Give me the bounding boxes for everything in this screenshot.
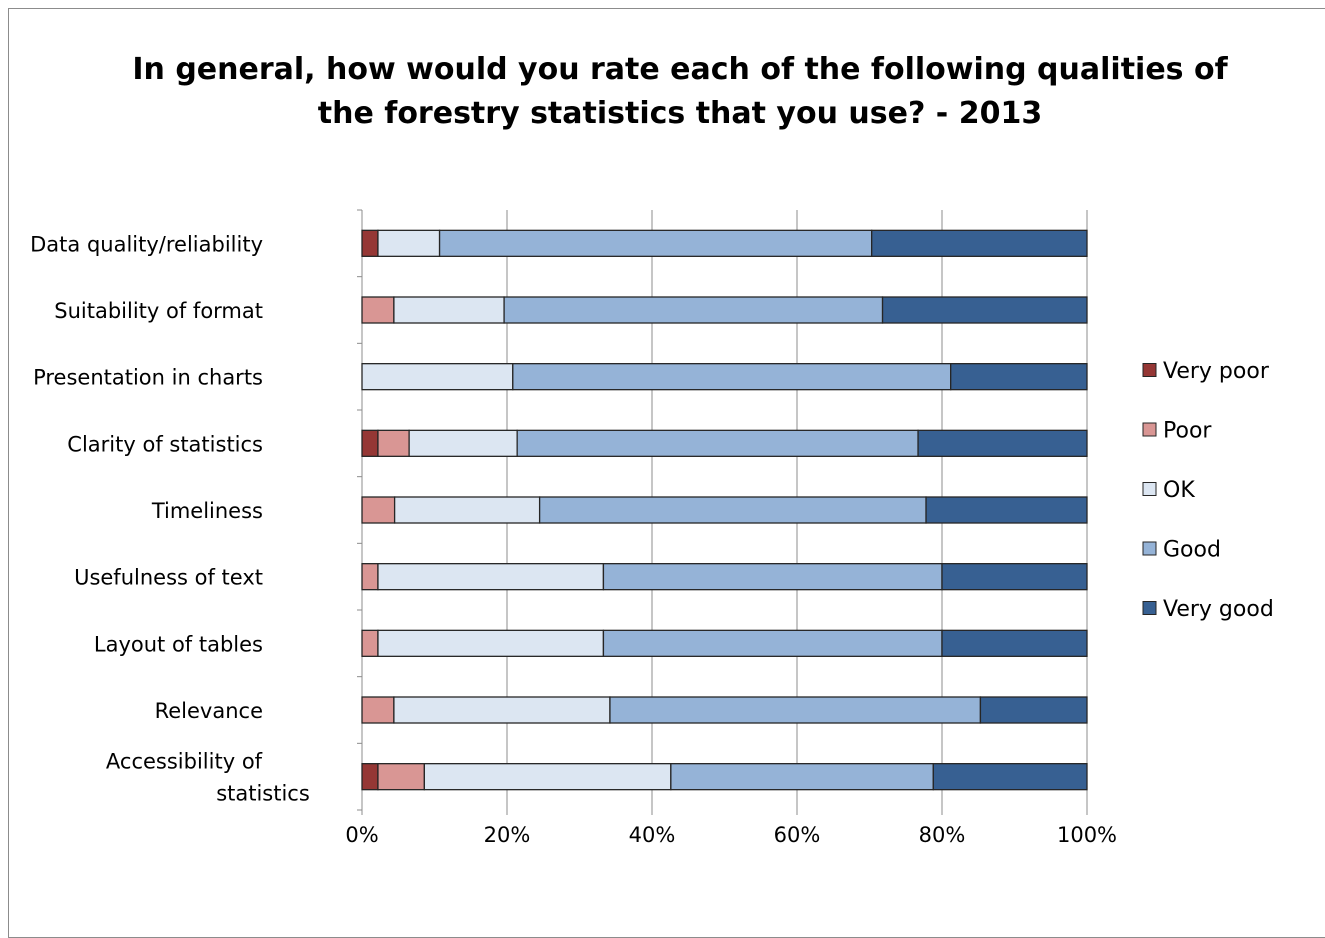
- legend-label: Poor: [1163, 419, 1212, 444]
- bar-segment: [377, 563, 605, 591]
- category-label: Suitability of format: [54, 299, 263, 323]
- bar-segment: [917, 429, 1088, 457]
- bar-segment: [393, 496, 541, 524]
- bar-segment: [941, 629, 1088, 657]
- bar-segment: [361, 296, 395, 324]
- legend-swatch: [1142, 601, 1157, 615]
- category-label: Timeliness: [151, 499, 263, 523]
- bar-segment: [377, 229, 441, 257]
- category-label: statistics: [216, 782, 310, 806]
- bar-segment: [516, 429, 919, 457]
- category-label: Accessibility of: [106, 750, 263, 774]
- bar-segment: [602, 629, 943, 657]
- legend-swatch: [1142, 541, 1157, 556]
- category-label: Layout of tables: [94, 632, 263, 656]
- bar-segment: [408, 429, 518, 457]
- bar-segment: [925, 496, 1088, 524]
- x-tick-label: 60%: [774, 823, 821, 847]
- x-tick-label: 40%: [629, 823, 676, 847]
- bar-segment: [871, 229, 1088, 257]
- bar-segment: [881, 296, 1088, 324]
- x-tick-label: 100%: [1057, 823, 1117, 847]
- legend-label: OK: [1163, 478, 1195, 503]
- legend-label: Good: [1163, 538, 1221, 563]
- bar-segment: [361, 563, 379, 591]
- bar-segment: [393, 296, 505, 324]
- chart-title: In general, how would you rate each of t…: [132, 52, 1228, 131]
- x-tick-label: 0%: [345, 823, 378, 847]
- bar-segment: [538, 496, 927, 524]
- legend-label: Very poor: [1163, 359, 1270, 384]
- bar-segment: [361, 429, 379, 457]
- bar-segment: [377, 629, 605, 657]
- bar-segment: [361, 363, 514, 391]
- bar-segment: [609, 696, 982, 724]
- bar-segment: [393, 696, 611, 724]
- bar-segment: [377, 429, 410, 457]
- bar-segment: [438, 229, 873, 257]
- x-tick-label: 80%: [919, 823, 966, 847]
- category-label: Clarity of statistics: [67, 432, 263, 456]
- bar-segment: [361, 696, 395, 724]
- legend-swatch: [1142, 422, 1157, 437]
- bar-segment: [361, 229, 379, 257]
- category-label: Usefulness of text: [74, 566, 263, 590]
- bar-segment: [361, 629, 379, 657]
- x-tick-label: 20%: [484, 823, 531, 847]
- legend-swatch: [1142, 363, 1157, 377]
- bar-segment: [361, 496, 396, 524]
- category-label: Data quality/reliability: [30, 232, 263, 256]
- category-label: Presentation in charts: [33, 366, 263, 390]
- legend-swatch: [1142, 482, 1157, 496]
- bar-segment: [932, 763, 1088, 791]
- category-label: Relevance: [155, 699, 263, 723]
- bar-segment: [377, 763, 426, 791]
- bar-segment: [602, 563, 943, 591]
- bar-segment: [361, 763, 379, 791]
- bar-segment: [941, 563, 1088, 591]
- bar-segment: [979, 696, 1088, 724]
- bar-segment: [670, 763, 934, 791]
- bar-segment: [512, 363, 952, 391]
- bar-segment: [950, 363, 1088, 391]
- bar-segment: [503, 296, 884, 324]
- bar-segment: [423, 763, 672, 791]
- legend-label: Very good: [1163, 597, 1274, 622]
